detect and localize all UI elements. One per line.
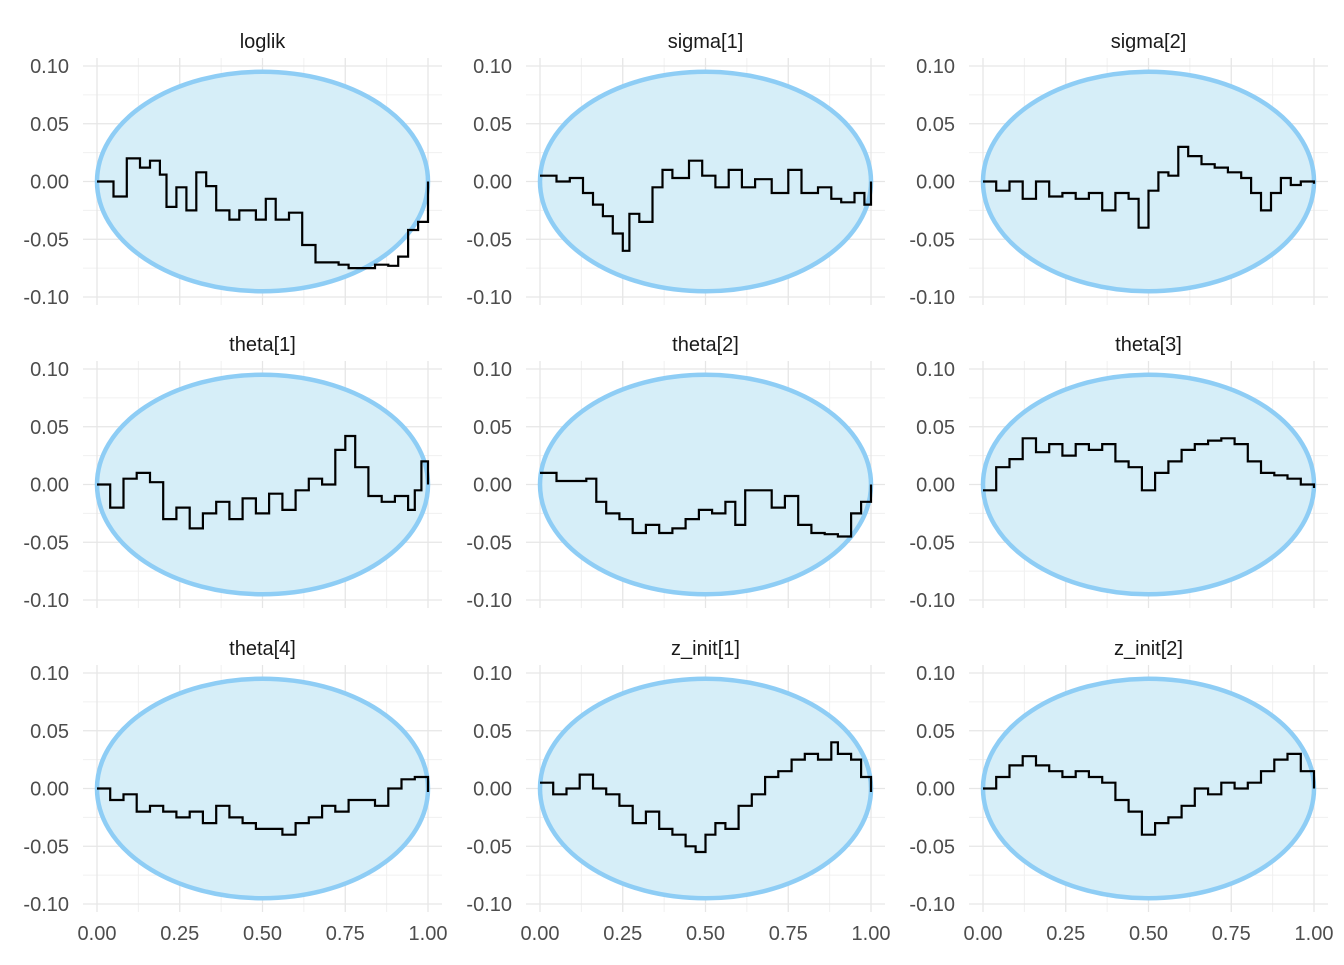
x-tick-label: 0.00 [78, 923, 117, 945]
y-tick-label: 0.10 [473, 56, 512, 78]
series-line [983, 437, 1316, 492]
y-tick-label: 0.05 [473, 114, 512, 136]
x-tick-label: 0.75 [326, 923, 365, 945]
y-tick-label: 0.10 [473, 663, 512, 685]
panel-3: sigma[2] 0.10 0.05 0.00 -0.05 -0.10 [909, 31, 1328, 309]
panel-title: theta[4] [229, 638, 296, 660]
series-line [983, 145, 1316, 229]
panel-title: theta[3] [1115, 334, 1182, 356]
panel-title: z_init[2] [1114, 638, 1183, 660]
y-tick-label: 0.10 [473, 359, 512, 381]
y-tick-label: 0.00 [473, 475, 512, 497]
y-tick-label: 0.00 [30, 172, 69, 194]
series-line [540, 471, 873, 538]
series-line [97, 157, 430, 270]
y-tick-label: 0.05 [473, 417, 512, 439]
y-tick-label: 0.10 [916, 56, 955, 78]
y-tick-label: 0.05 [916, 721, 955, 743]
panel-1: loglik 0.10 0.05 0.00 -0.05 -0.10 [23, 31, 442, 309]
y-tick-label: -0.10 [23, 894, 69, 916]
confidence-band [980, 69, 1317, 294]
y-tick-label: 0.00 [916, 475, 955, 497]
panel-9: z_init[2] 0.10 0.05 0.00 -0.05 -0.10 0.00 0.25 0… [909, 638, 1333, 945]
panel-title: sigma[2] [1111, 31, 1187, 53]
y-tick-label: -0.05 [909, 532, 955, 554]
y-tick-label: 0.00 [473, 172, 512, 194]
y-tick-label: 0.10 [30, 56, 69, 78]
panel-8: z_init[1] 0.10 0.05 0.00 -0.05 -0.10 0.00 0.25 0… [466, 638, 890, 945]
panel-title: theta[2] [672, 334, 739, 356]
x-tick-label: 0.50 [686, 923, 725, 945]
x-tick-label: 0.00 [521, 923, 560, 945]
y-tick-label: -0.05 [23, 836, 69, 858]
series-line [97, 775, 430, 836]
y-tick-label: -0.05 [909, 836, 955, 858]
y-tick-label: 0.00 [916, 172, 955, 194]
y-tick-label: 0.05 [30, 114, 69, 136]
series-line [97, 434, 430, 530]
panel-6: theta[3] 0.10 0.05 0.00 -0.05 -0.10 [909, 334, 1328, 612]
confidence-band [94, 372, 431, 597]
y-tick-label: 0.10 [30, 663, 69, 685]
y-tick-label: -0.10 [466, 590, 512, 612]
panel-title: sigma[1] [668, 31, 744, 53]
panel-7: theta[4] 0.10 0.05 0.00 -0.05 -0.10 0.00 0.25 0.… [23, 638, 447, 945]
series-line [983, 752, 1316, 836]
panel-4: theta[1] 0.10 0.05 0.00 -0.05 -0.10 [23, 334, 442, 612]
panel-title: loglik [240, 31, 287, 53]
confidence-band [94, 676, 431, 901]
x-tick-label: 0.50 [243, 923, 282, 945]
panel-5: theta[2] 0.10 0.05 0.00 -0.05 -0.10 [466, 334, 885, 612]
series-line [540, 159, 873, 252]
y-tick-label: 0.00 [30, 475, 69, 497]
x-tick-label: 0.25 [160, 923, 199, 945]
y-tick-label: 0.05 [473, 721, 512, 743]
panel-title: z_init[1] [671, 638, 740, 660]
y-tick-label: 0.10 [916, 663, 955, 685]
y-tick-label: 0.05 [30, 721, 69, 743]
x-tick-label: 1.00 [1295, 923, 1334, 945]
confidence-band [94, 69, 431, 294]
y-tick-label: -0.05 [23, 532, 69, 554]
y-tick-label: 0.10 [30, 359, 69, 381]
y-tick-label: -0.05 [466, 836, 512, 858]
series-line [540, 741, 873, 854]
panel-2: sigma[1] 0.10 0.05 0.00 -0.05 -0.10 [466, 31, 885, 309]
x-tick-label: 0.25 [603, 923, 642, 945]
y-tick-label: 0.05 [30, 417, 69, 439]
y-tick-label: -0.10 [23, 590, 69, 612]
x-tick-label: 0.25 [1046, 923, 1085, 945]
y-tick-label: -0.10 [909, 590, 955, 612]
confidence-band [537, 69, 874, 294]
x-tick-label: 1.00 [409, 923, 448, 945]
y-tick-label: 0.10 [916, 359, 955, 381]
y-tick-label: 0.05 [916, 417, 955, 439]
x-tick-label: 0.50 [1129, 923, 1168, 945]
y-tick-label: -0.05 [466, 229, 512, 251]
y-tick-label: -0.10 [23, 287, 69, 309]
x-tick-label: 1.00 [852, 923, 891, 945]
confidence-band [980, 372, 1317, 597]
x-tick-label: 0.75 [1212, 923, 1251, 945]
y-tick-label: -0.05 [23, 229, 69, 251]
panel-title: theta[1] [229, 334, 296, 356]
x-tick-label: 0.00 [964, 923, 1003, 945]
y-tick-label: 0.00 [30, 779, 69, 801]
y-tick-label: -0.10 [466, 287, 512, 309]
y-tick-label: 0.00 [916, 779, 955, 801]
x-tick-label: 0.75 [769, 923, 808, 945]
y-tick-label: -0.10 [909, 894, 955, 916]
y-tick-label: -0.05 [909, 229, 955, 251]
confidence-band [980, 676, 1317, 901]
confidence-band [537, 676, 874, 901]
y-tick-label: -0.10 [909, 287, 955, 309]
y-tick-label: 0.00 [473, 779, 512, 801]
y-tick-label: -0.10 [466, 894, 512, 916]
confidence-band [537, 372, 874, 597]
y-tick-label: -0.05 [466, 532, 512, 554]
y-tick-label: 0.05 [916, 114, 955, 136]
